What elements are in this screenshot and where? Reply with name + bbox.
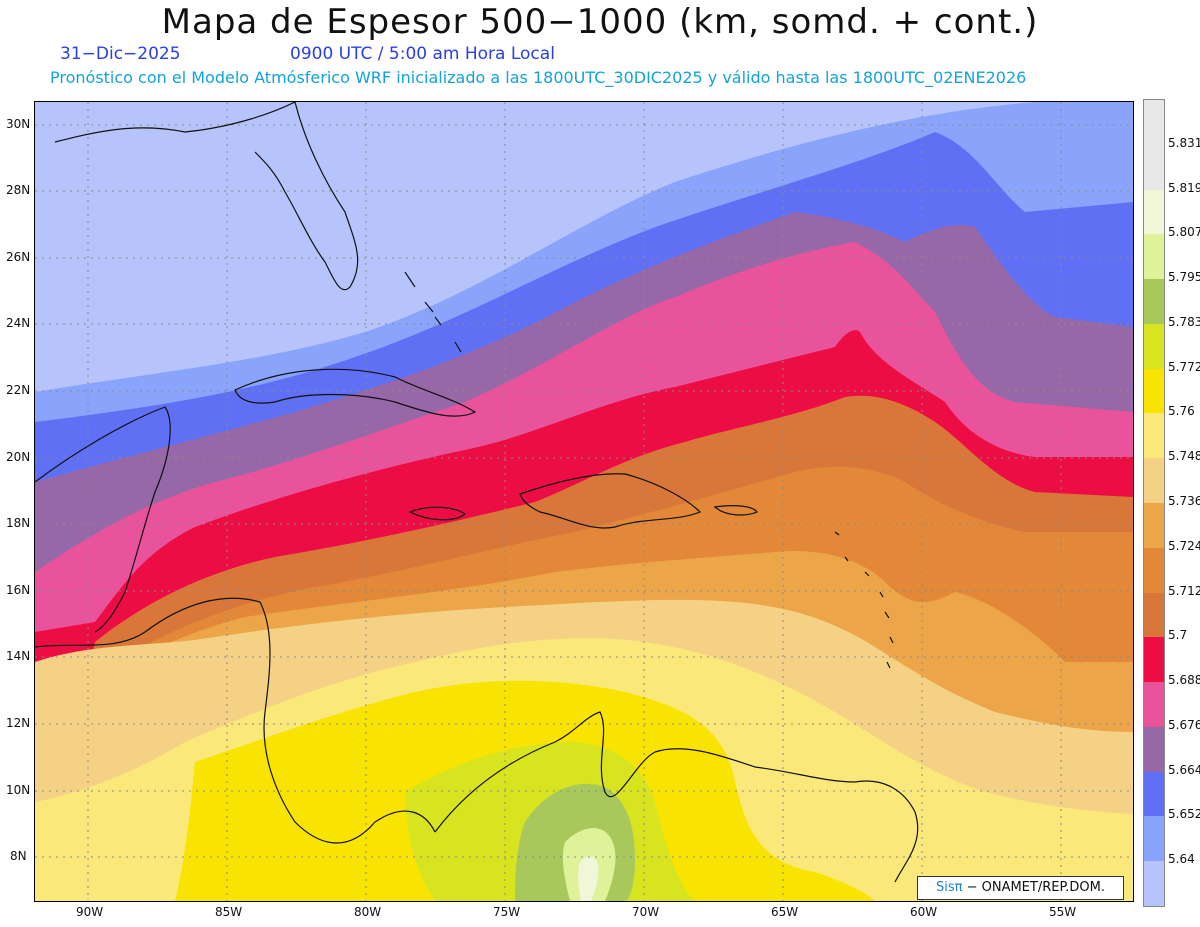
florida-coast (54, 102, 359, 291)
thickness-map[interactable] (34, 101, 1134, 902)
jamaica-coast (408, 506, 467, 521)
coastlines (35, 102, 919, 883)
colorbar-swatch (1144, 637, 1164, 683)
colorbar-label: 5.736 (1168, 494, 1200, 508)
colorbar-swatch (1144, 323, 1164, 370)
lat-label-12n: 12N (6, 716, 31, 730)
south-america-coast (434, 711, 919, 883)
colorbar-swatch (1144, 458, 1164, 504)
puerto-rico-coast (713, 505, 758, 516)
hispaniola-coast (519, 473, 702, 529)
lat-label-14n: 14N (6, 649, 31, 663)
colorbar-swatch (1144, 368, 1164, 414)
colorbar-label: 5.748 (1168, 449, 1200, 464)
lat-label-18n: 18N (6, 516, 31, 530)
colorbar-label: 5.712 (1168, 583, 1200, 598)
lon-label-70w: 70W (632, 905, 660, 919)
colorbar-swatch-top (1144, 100, 1164, 145)
colorbar-swatch (1144, 726, 1164, 773)
colorbar-swatch (1144, 592, 1164, 638)
colorbar-label: 5.76 (1168, 404, 1195, 419)
band-5-819 (578, 856, 599, 901)
map-title: Mapa de Espesor 500−1000 (km, somd. + co… (161, 2, 1039, 42)
colorbar-label: 5.664 (1168, 762, 1200, 777)
lat-label-16n: 16N (6, 583, 31, 597)
map-svg (35, 102, 1133, 901)
colorbar-swatch (1144, 816, 1164, 862)
colorbar-swatch (1144, 279, 1164, 325)
graticule (35, 102, 1133, 901)
colorbar-label: 5.688 (1168, 673, 1200, 688)
colorbar-swatch (1144, 189, 1164, 235)
lat-label-30n: 30N (6, 117, 31, 131)
lon-label-85w: 85W (215, 905, 243, 919)
lon-label-65w: 65W (771, 905, 799, 919)
lat-label-10n: 10N (6, 783, 31, 797)
credit-text: − ONAMET/REP.DOM. (966, 880, 1106, 895)
lat-label-24n: 24N (6, 316, 31, 330)
lat-label-22n: 22N (6, 383, 31, 397)
model-init-line: Pronóstico con el Modelo Atmósferico WRF… (50, 68, 1027, 87)
lat-label-28n: 28N (6, 183, 31, 197)
colorbar-label: 5.819 (1168, 180, 1200, 195)
colorbar-label: 5.7 (1168, 628, 1188, 643)
colorbar-label: 5.783 (1168, 314, 1200, 329)
lon-label-75w: 75W (493, 905, 521, 919)
lat-label-20n: 20N (6, 450, 31, 464)
colorbar-label: 5.724 (1168, 538, 1200, 553)
colorbar-swatch (1144, 682, 1164, 728)
cuba-coast (234, 368, 477, 417)
colorbar-swatch (1144, 413, 1164, 459)
colorbar-swatch (1144, 144, 1164, 191)
colorbar-label: 5.795 (1168, 270, 1200, 285)
colorbar-label: 5.772 (1168, 359, 1200, 374)
credit-brand: Sisπ (935, 880, 963, 895)
lon-label-90w: 90W (76, 905, 104, 919)
bahamas (404, 271, 462, 353)
colorbar-label: 5.64 (1168, 852, 1195, 867)
colorbar-swatch (1144, 547, 1164, 594)
forecast-time: 0900 UTC / 5:00 am Hora Local (290, 44, 555, 64)
lon-label-55w: 55W (1049, 905, 1077, 919)
colorbar-label: 5.676 (1168, 717, 1200, 732)
colorbar (1143, 99, 1165, 907)
colorbar-swatch (1144, 771, 1164, 817)
lat-label-26n: 26N (6, 250, 31, 264)
colorbar-label: 5.652 (1168, 807, 1200, 822)
lat-label-8n: 8N (10, 849, 27, 863)
colorbar-swatch (1144, 861, 1164, 907)
lon-label-80w: 80W (354, 905, 382, 919)
colorbar-swatch (1144, 234, 1164, 280)
lon-label-60w: 60W (910, 905, 938, 919)
central-america-coast (35, 406, 436, 844)
lesser-antilles (834, 531, 894, 669)
colorbar-label: 5.807 (1168, 225, 1200, 240)
credit-box: Sisπ − ONAMET/REP.DOM. (917, 876, 1124, 900)
colorbar-swatch (1144, 503, 1164, 549)
forecast-date: 31−Dic−2025 (60, 44, 181, 64)
colorbar-label: 5.831 (1168, 135, 1200, 150)
